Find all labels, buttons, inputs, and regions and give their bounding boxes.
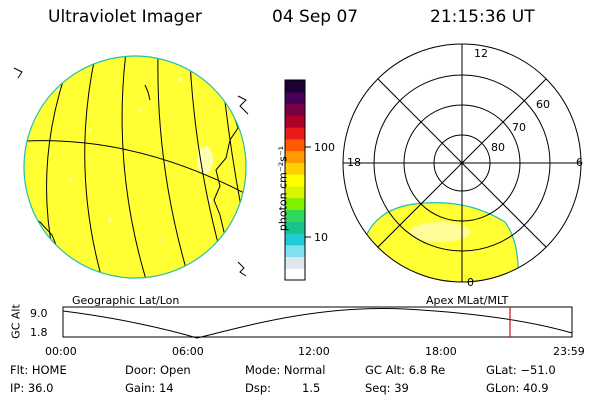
sequence-value: Seq: 39 (365, 381, 409, 395)
geographic-map (13, 55, 249, 279)
ip-value: IP: 36.0 (10, 381, 54, 395)
instrument-title: Ultraviolet Imager (48, 7, 202, 27)
gain-value: Gain: 14 (125, 381, 174, 395)
colorbar-segment (285, 197, 305, 211)
colorbar-segment (285, 162, 305, 175)
timeline-xtick-2359: 23:59 (553, 345, 585, 358)
colorbar-segment (285, 185, 305, 199)
mlt-label-12: 12 (474, 47, 488, 60)
gc-alt-curve (62, 308, 573, 339)
mlt-label-0: 0 (467, 276, 474, 289)
geo-longitude: GLon: 40.9 (486, 381, 549, 395)
colorbar-segment (285, 150, 305, 163)
colorbar-segment (285, 209, 305, 222)
timeline-ytick-min: 1.8 (30, 326, 48, 339)
colorbar-segment (285, 103, 305, 116)
colorbar-segment (285, 174, 305, 187)
mlt-label-6: 6 (576, 156, 583, 169)
door-status: Door: Open (125, 363, 191, 377)
polar-plot (342, 43, 582, 283)
timeline-xtick-1200: 12:00 (298, 345, 330, 358)
colorbar-segment (285, 244, 305, 258)
flight-status: Flt: HOME (10, 363, 67, 377)
colorbar-tick-100: 100 (314, 141, 335, 154)
timeline-axis-label: GC Alt (9, 304, 23, 339)
lat-label-80: 80 (491, 141, 505, 154)
dsp-label: Dsp: (245, 381, 272, 395)
lat-label-70: 70 (512, 121, 526, 134)
colorbar-segment (285, 138, 305, 152)
lat-label-60: 60 (536, 98, 550, 111)
geographic-caption: Geographic Lat/Lon (72, 294, 180, 307)
auroral-emission (366, 202, 519, 282)
colorbar (284, 79, 311, 281)
geo-latitude: GLat: −51.0 (486, 363, 556, 377)
time-label: 21:15:36 UT (430, 7, 535, 27)
mlt-label-18: 18 (347, 156, 361, 169)
colorbar-segment (285, 256, 305, 269)
colorbar-segment (285, 115, 305, 128)
uv-emission-region (24, 56, 246, 278)
mode-status: Mode: Normal (245, 363, 326, 377)
colorbar-segment (285, 232, 305, 246)
polar-grid (342, 43, 582, 283)
gc-alt-value: GC Alt: 6.8 Re (365, 363, 446, 377)
colorbar-segment (285, 268, 305, 281)
colorbar-tick-10: 10 (314, 231, 328, 244)
colorbar-segment (285, 91, 305, 105)
dsp-value: 1.5 (302, 381, 321, 395)
colorbar-segment (285, 221, 305, 234)
gc-alt-timeline (62, 306, 573, 339)
timeline-xtick-1800: 18:00 (425, 345, 457, 358)
timeline-ytick-max: 9.0 (30, 307, 48, 320)
colorbar-segment (285, 127, 305, 140)
apex-caption: Apex MLat/MLT (426, 294, 509, 307)
colorbar-segment (285, 80, 305, 93)
timeline-xtick-0600: 06:00 (172, 345, 204, 358)
date-label: 04 Sep 07 (272, 7, 359, 27)
timeline-xtick-0000: 00:00 (45, 345, 77, 358)
colorbar-unit-label: photon cm⁻²s⁻¹ (276, 145, 290, 232)
